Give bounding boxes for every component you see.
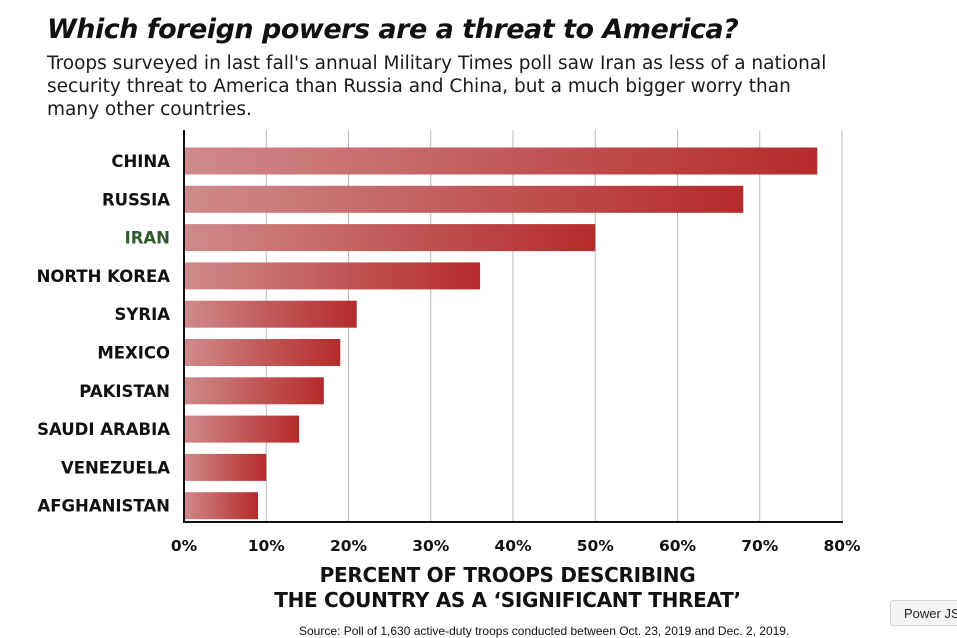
bar-iran [184, 224, 596, 252]
x-axis-title: PERCENT OF TROOPS DESCRIBING THE COUNTRY… [180, 563, 835, 613]
bar-saudi-arabia [184, 415, 300, 443]
category-label-afghanistan: AFGHANISTAN [37, 497, 170, 516]
x-axis-title-line-2: THE COUNTRY AS A ‘SIGNIFICANT THREAT’ [274, 588, 741, 612]
category-label-pakistan: PAKISTAN [79, 382, 170, 401]
category-labels: CHINA RUSSIA IRAN NORTH KOREA SYRIA MEXICO PAK… [37, 152, 171, 516]
source-note: Source: Poll of 1,630 active-duty troops… [299, 624, 790, 638]
category-label-north-korea: NORTH KOREA [37, 267, 171, 286]
x-tick-label-30: 30% [412, 537, 450, 555]
x-tick-label-70: 70% [741, 537, 779, 555]
x-tick-label-60: 60% [659, 537, 697, 555]
category-label-saudi-arabia: SAUDI ARABIA [37, 420, 170, 439]
category-label-syria: SYRIA [115, 305, 171, 324]
chart-title: Which foreign powers are a threat to Ame… [47, 14, 739, 45]
category-label-venezuela: VENEZUELA [61, 458, 170, 477]
bar-north-korea [184, 262, 481, 290]
x-tick-label-40: 40% [494, 537, 532, 555]
bar-pakistan [184, 377, 324, 405]
x-tick-label-80: 80% [823, 537, 861, 555]
category-label-iran: IRAN [125, 229, 170, 248]
bar-venezuela [184, 453, 267, 481]
x-tick-label-20: 20% [330, 537, 368, 555]
category-label-china: CHINA [111, 152, 170, 171]
x-tick-label-0: 0% [171, 537, 198, 555]
category-label-russia: RUSSIA [102, 190, 170, 209]
x-axis-title-line-1: PERCENT OF TROOPS DESCRIBING [319, 563, 696, 587]
x-tick-label-10: 10% [248, 537, 286, 555]
x-tick-label-50: 50% [577, 537, 615, 555]
category-label-mexico: MEXICO [97, 344, 170, 363]
bar-russia [184, 185, 744, 213]
axes [183, 130, 843, 523]
bar-china [184, 147, 818, 175]
bars [184, 147, 818, 520]
power-js-button[interactable]: Power JS [890, 600, 957, 626]
bar-afghanistan [184, 492, 259, 520]
bar-syria [184, 300, 357, 328]
bar-mexico [184, 339, 341, 366]
chart-subtitle: Troops surveyed in last fall's annual Mi… [47, 53, 827, 120]
x-tick-labels: 0% 10% 20% 30% 40% 50% 60% 70% 80% [171, 537, 861, 555]
